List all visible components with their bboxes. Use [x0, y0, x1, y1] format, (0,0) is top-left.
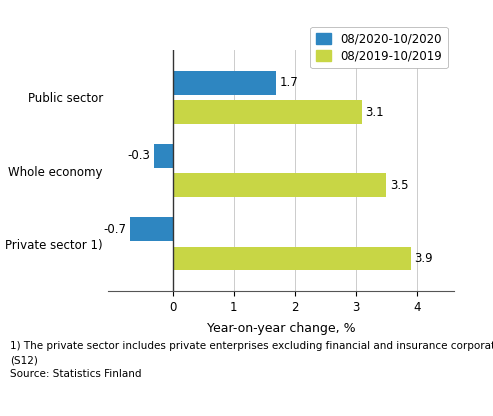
Text: -0.7: -0.7	[103, 223, 126, 235]
Text: 3.5: 3.5	[390, 179, 409, 192]
Text: -0.3: -0.3	[128, 149, 150, 162]
Text: 1) The private sector includes private enterprises excluding financial and insur: 1) The private sector includes private e…	[10, 341, 493, 379]
Bar	[173, 247, 411, 270]
Legend: 08/2020-10/2020, 08/2019-10/2019: 08/2020-10/2020, 08/2019-10/2019	[311, 27, 448, 68]
X-axis label: Year-on-year change, %: Year-on-year change, %	[207, 322, 355, 335]
Bar	[173, 71, 277, 94]
Text: 3.9: 3.9	[415, 252, 433, 265]
Bar	[173, 100, 362, 124]
Bar	[173, 173, 387, 197]
Text: 1.7: 1.7	[280, 76, 299, 89]
Bar	[130, 217, 173, 241]
Text: 3.1: 3.1	[366, 106, 384, 119]
Bar	[154, 144, 173, 168]
